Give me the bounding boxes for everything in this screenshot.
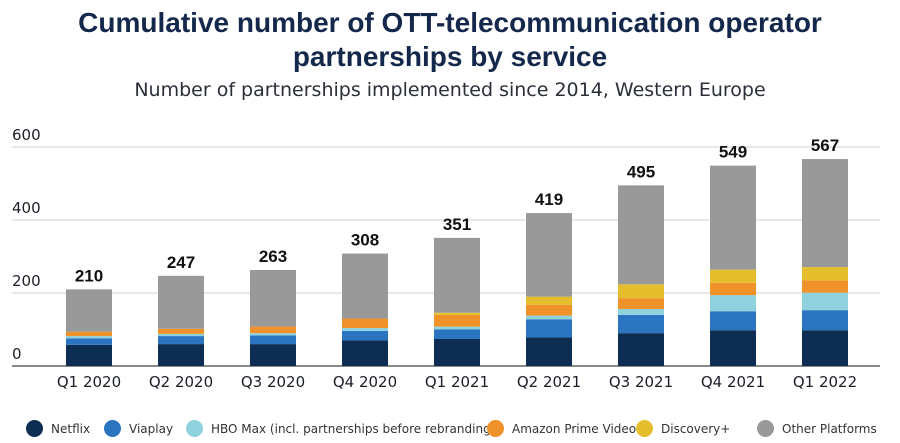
legend-label: Other Platforms <box>782 421 877 436</box>
bar-segment-viaplay-q1-2022 <box>802 310 848 331</box>
bar-segment-other-q3-2020 <box>250 270 296 327</box>
bar-segment-netflix-q4-2020 <box>342 340 388 366</box>
y-tick-label-200: 200 <box>12 272 41 290</box>
bar-segment-amazon-q3-2020 <box>250 326 296 334</box>
x-tick-label: Q3 2020 <box>241 373 305 391</box>
legend-swatch <box>636 420 653 437</box>
bar-segment-netflix-q1-2020 <box>66 344 112 366</box>
bar-total-label: 567 <box>811 136 839 155</box>
legend-item: HBO Max (incl. partnerships before rebra… <box>186 420 495 437</box>
bar-segment-viaplay-q3-2020 <box>250 335 296 345</box>
bar-segment-discovery+-q1-2022 <box>802 267 848 281</box>
chart-title-line-1: Cumulative number of OTT-telecommunicati… <box>78 7 822 38</box>
bar-segment-hbo-q1-2020 <box>66 336 112 339</box>
bar-segment-netflix-q1-2022 <box>802 330 848 366</box>
bar-segment-viaplay-q4-2020 <box>342 330 388 341</box>
bar-segment-discovery+-q1-2021 <box>434 312 480 315</box>
bar-segment-amazon-q2-2020 <box>158 328 204 334</box>
bar-segment-viaplay-q3-2021 <box>618 314 664 334</box>
bar-segment-other-q1-2021 <box>434 237 480 313</box>
legend-label: Discovery+ <box>661 421 731 436</box>
bar-total-label: 351 <box>443 215 471 234</box>
bar-segment-hbo-q2-2020 <box>158 333 204 337</box>
x-tick-label: Q4 2021 <box>701 373 765 391</box>
bar-segment-hbo-q4-2020 <box>342 328 388 331</box>
bar-segment-other-q1-2020 <box>66 289 112 332</box>
legend-item: Discovery+ <box>636 420 730 437</box>
bar-segment-viaplay-q1-2021 <box>434 329 480 339</box>
x-tick-label: Q3 2021 <box>609 373 673 391</box>
legend-label: Viaplay <box>129 421 174 436</box>
bar-segment-amazon-q3-2021 <box>618 298 664 310</box>
bar-total-label: 549 <box>719 143 747 162</box>
bar-segment-hbo-q1-2022 <box>802 292 848 311</box>
chart-subtitle: Number of partnerships implemented since… <box>134 79 766 101</box>
x-tick-label: Q4 2020 <box>333 373 397 391</box>
bar-segment-netflix-q3-2020 <box>250 344 296 366</box>
bar-segment-netflix-q1-2021 <box>434 338 480 366</box>
x-tick-label: Q2 2020 <box>149 373 213 391</box>
bar-segment-hbo-q3-2020 <box>250 333 296 336</box>
bar-segment-netflix-q4-2021 <box>710 330 756 366</box>
chart-title-line-2: partnerships by service <box>292 41 608 72</box>
bar-segment-discovery+-q4-2021 <box>710 269 756 283</box>
bar-segment-hbo-q3-2021 <box>618 309 664 315</box>
y-tick-label-600: 600 <box>12 126 41 144</box>
bar-segment-netflix-q2-2020 <box>158 344 204 366</box>
x-tick-label: Q2 2021 <box>517 373 581 391</box>
legend-swatch <box>757 420 774 437</box>
bar-segment-amazon-q4-2020 <box>342 318 388 329</box>
bar-segment-hbo-q1-2021 <box>434 326 480 330</box>
bar-segment-other-q3-2021 <box>618 185 664 285</box>
legend-item: Viaplay <box>104 420 173 437</box>
bar-segment-viaplay-q2-2021 <box>526 319 572 338</box>
bar-segment-discovery+-q2-2021 <box>526 296 572 305</box>
bar-total-label: 210 <box>75 266 103 285</box>
bar-total-label: 263 <box>259 247 287 266</box>
bar-segment-viaplay-q4-2021 <box>710 311 756 331</box>
x-tick-label: Q1 2021 <box>425 373 489 391</box>
bar-segment-amazon-q2-2021 <box>526 304 572 316</box>
bar-segment-netflix-q2-2021 <box>526 337 572 366</box>
bar-segment-netflix-q3-2021 <box>618 333 664 366</box>
legend-swatch <box>26 420 43 437</box>
legend-label: Netflix <box>51 421 91 436</box>
bar-segment-other-q2-2021 <box>526 213 572 297</box>
y-tick-label-0: 0 <box>12 345 22 363</box>
legend-label: HBO Max (incl. partnerships before rebra… <box>211 421 496 436</box>
bar-segment-hbo-q2-2021 <box>526 315 572 320</box>
bar-total-label: 247 <box>167 253 195 272</box>
bar-segment-amazon-q1-2022 <box>802 280 848 293</box>
y-tick-label-400: 400 <box>12 199 41 217</box>
legend-swatch <box>487 420 504 437</box>
bar-segment-viaplay-q2-2020 <box>158 336 204 345</box>
bar-segment-amazon-q1-2021 <box>434 314 480 327</box>
legend-swatch <box>186 420 203 437</box>
bar-total-label: 419 <box>535 190 563 209</box>
bar-segment-hbo-q4-2021 <box>710 295 756 312</box>
bar-segment-other-q1-2022 <box>802 159 848 268</box>
legend-item: Netflix <box>26 420 90 437</box>
chart-legend: Netflix Viaplay HBO Max (incl. partnership… <box>0 420 900 443</box>
bar-segment-amazon-q4-2021 <box>710 282 756 296</box>
legend-item: Amazon Prime Video <box>487 420 636 437</box>
stacked-bar-chart: 0 200 400 600 210 Q1 2020 247 Q2 2020 263 Q3 2020… <box>12 126 880 391</box>
x-tick-label: Q1 2022 <box>793 373 857 391</box>
legend-swatch <box>104 420 121 437</box>
bar-segment-other-q4-2020 <box>342 253 388 319</box>
x-tick-label: Q1 2020 <box>57 373 121 391</box>
bar-segment-other-q2-2020 <box>158 275 204 329</box>
bar-segment-other-q4-2021 <box>710 165 756 270</box>
legend-item: Other Platforms <box>757 420 877 437</box>
bar-segment-viaplay-q1-2020 <box>66 338 112 345</box>
bar-segment-amazon-q1-2020 <box>66 331 112 337</box>
bar-total-label: 308 <box>351 231 379 250</box>
legend-label: Amazon Prime Video <box>512 421 637 436</box>
bar-segment-discovery+-q3-2021 <box>618 284 664 299</box>
bar-total-label: 495 <box>627 162 655 181</box>
